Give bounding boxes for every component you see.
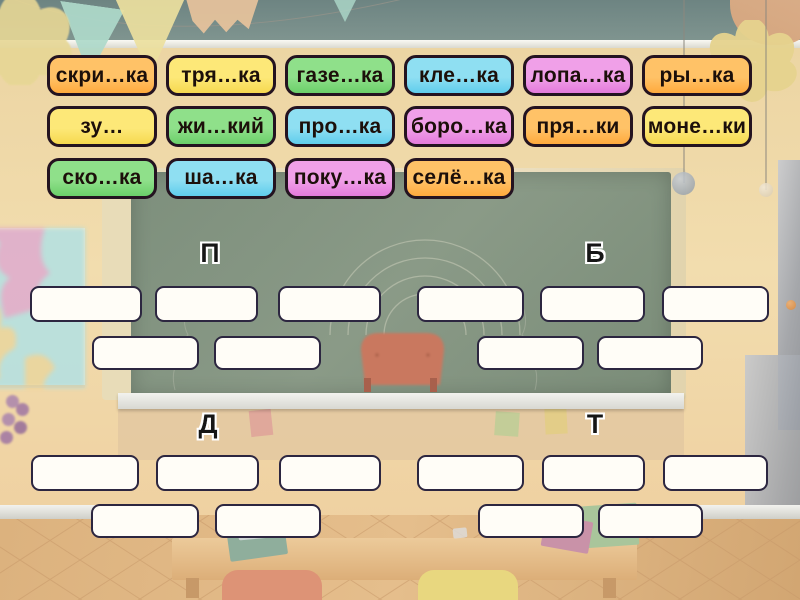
svg-text:Т: Т [587,409,604,439]
svg-text:П: П [200,238,219,268]
svg-text:Б: Б [585,238,604,268]
svg-text:Д: Д [198,409,217,439]
